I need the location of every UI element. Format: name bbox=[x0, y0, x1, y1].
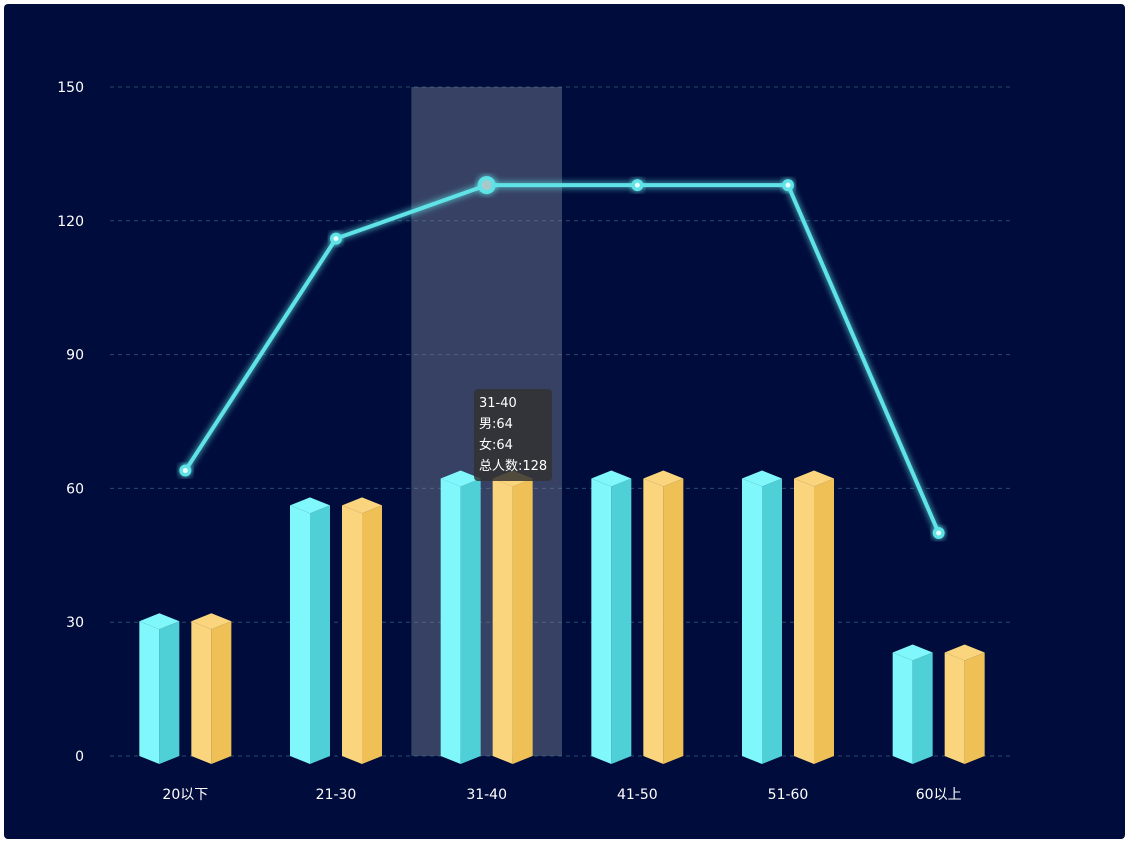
tooltip-line-male: 男:64 bbox=[479, 417, 513, 432]
bar-face-right bbox=[964, 652, 985, 764]
y-tick-label: 90 bbox=[66, 348, 84, 364]
bar-face-right bbox=[460, 478, 481, 764]
bar-cap bbox=[742, 470, 782, 487]
x-tick-label: 20以下 bbox=[162, 787, 208, 803]
bar-male bbox=[290, 497, 330, 764]
bar-cap bbox=[794, 470, 834, 487]
bar-female bbox=[191, 613, 232, 764]
total-point-core bbox=[481, 180, 492, 191]
bar-face-right bbox=[762, 478, 782, 764]
x-tick-label: 31-40 bbox=[466, 787, 507, 803]
bar-face-left bbox=[742, 478, 762, 764]
age-distribution-chart: 0 30 60 90 120 150 20以下 21-30 31-40 41-50 51-60 60以… bbox=[57, 80, 1014, 803]
bar-face-left bbox=[492, 478, 513, 764]
y-tick-label: 0 bbox=[75, 749, 84, 765]
total-point-core bbox=[634, 182, 640, 188]
y-tick-label: 150 bbox=[57, 80, 84, 96]
bar-cap bbox=[139, 613, 180, 630]
bar-female bbox=[342, 497, 382, 764]
bar-cap bbox=[191, 613, 232, 630]
bar-male bbox=[591, 470, 632, 764]
x-tick-label: 41-50 bbox=[617, 787, 658, 803]
bar-face-left bbox=[139, 621, 160, 764]
tooltip-category: 31-40 bbox=[479, 396, 517, 411]
x-tick-label: 60以上 bbox=[916, 787, 962, 803]
bar-cap bbox=[440, 470, 481, 487]
bar-face-right bbox=[159, 621, 180, 764]
bar-female bbox=[643, 470, 684, 764]
total-point-core bbox=[333, 236, 339, 242]
bar-cap bbox=[892, 644, 933, 661]
bar-male bbox=[742, 470, 782, 764]
bar-female bbox=[492, 470, 533, 764]
bar-face-left bbox=[944, 652, 965, 764]
bar-face-left bbox=[643, 478, 664, 764]
chart-tooltip: 31-40 男:64 女:64 总人数:128 bbox=[474, 389, 553, 481]
bar-face-left bbox=[342, 505, 362, 764]
bar-face-right bbox=[310, 505, 330, 764]
bar-face-left bbox=[440, 478, 461, 764]
bar-face-right bbox=[663, 478, 684, 764]
bar-cap bbox=[643, 470, 684, 487]
bar-face-right bbox=[814, 478, 834, 764]
bar-face-right bbox=[211, 621, 232, 764]
bar-face-left bbox=[794, 478, 814, 764]
x-tick-label: 21-30 bbox=[316, 787, 357, 803]
bar-cap bbox=[591, 470, 632, 487]
bar-female bbox=[794, 470, 834, 764]
y-tick-label: 60 bbox=[66, 481, 84, 497]
bar-face-right bbox=[611, 478, 632, 764]
bar-face-left bbox=[290, 505, 310, 764]
bar-male bbox=[440, 470, 481, 764]
bar-cap bbox=[290, 497, 330, 514]
bar-face-right bbox=[512, 478, 533, 764]
bar-face-left bbox=[892, 652, 913, 764]
total-point-core bbox=[785, 182, 791, 188]
bar-cap bbox=[342, 497, 382, 514]
total-point-core bbox=[936, 530, 942, 536]
total-point-core bbox=[182, 468, 188, 474]
bar-face-left bbox=[191, 621, 212, 764]
bar-face-right bbox=[362, 505, 382, 764]
y-tick-label: 120 bbox=[57, 214, 84, 230]
chart-panel: 0 30 60 90 120 150 20以下 21-30 31-40 41-50 51-60 60以… bbox=[4, 4, 1125, 839]
bar-female bbox=[944, 644, 985, 764]
bar-face-right bbox=[912, 652, 933, 764]
total-line bbox=[183, 183, 941, 534]
bar-male bbox=[892, 644, 933, 764]
x-tick-label: 51-60 bbox=[768, 787, 809, 803]
bar-cap bbox=[944, 644, 985, 661]
bar-male bbox=[139, 613, 180, 764]
bar-face-left bbox=[591, 478, 612, 764]
tooltip-line-total: 总人数:128 bbox=[479, 459, 548, 474]
y-tick-label: 30 bbox=[66, 615, 84, 631]
tooltip-line-female: 女:64 bbox=[479, 438, 513, 453]
